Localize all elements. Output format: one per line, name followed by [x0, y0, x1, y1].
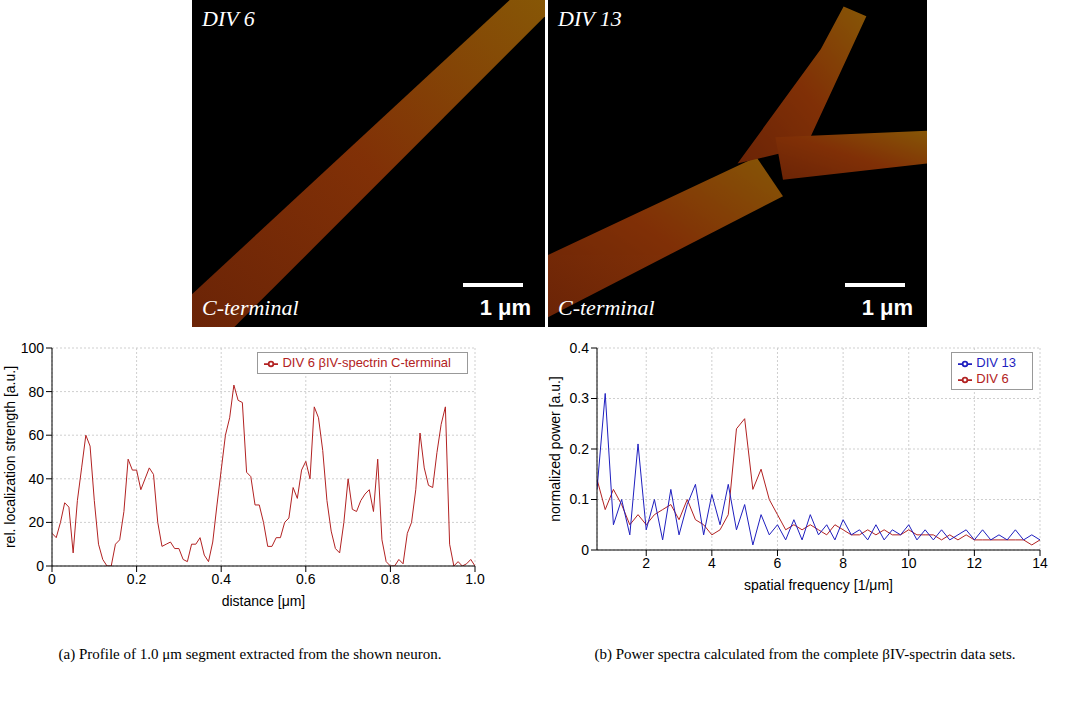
svg-text:rel. localization strength [a.: rel. localization strength [a.u.] — [2, 366, 18, 548]
html-text:DIV 13: DIV 13 — [976, 355, 1016, 370]
html-text:(b) Power spectra calculated f: (b) Power spectra calculated from the co… — [594, 646, 1016, 662]
svg-text:0: 0 — [581, 542, 589, 558]
svg-text:0.2: 0.2 — [570, 441, 590, 457]
svg-text:20: 20 — [28, 514, 44, 530]
svg-text:normalized power [a.u.]: normalized power [a.u.] — [547, 376, 563, 522]
svg-text:4: 4 — [708, 555, 716, 571]
svg-text:6: 6 — [774, 555, 782, 571]
svg-text:1.0: 1.0 — [465, 571, 485, 587]
html-text:1 μm: 1 μm — [479, 295, 531, 320]
svg-text:0.3: 0.3 — [570, 390, 590, 406]
svg-text:14: 14 — [1032, 555, 1048, 571]
svg-text:0.2: 0.2 — [127, 571, 147, 587]
html-text:DIV 13: DIV 13 — [558, 6, 622, 31]
svg-text:0.1: 0.1 — [570, 491, 590, 507]
svg-text:distance [μm]: distance [μm] — [222, 593, 306, 609]
svg-text:0.4: 0.4 — [570, 340, 590, 356]
html-text:1 μm: 1 μm — [861, 295, 913, 320]
svg-text:100: 100 — [21, 340, 45, 356]
html-text:(a) Profile of 1.0 μm segment: (a) Profile of 1.0 μm segment extracted … — [58, 646, 442, 662]
svg-text:40: 40 — [28, 471, 44, 487]
svg-text:0: 0 — [36, 558, 44, 574]
html-text:C-terminal: C-terminal — [202, 295, 299, 320]
html-text:DIV 6: DIV 6 — [976, 371, 1009, 386]
svg-text:8: 8 — [839, 555, 847, 571]
svg-text:0: 0 — [48, 571, 56, 587]
html-text:DIV 6 βIV-spectrin C-terminal: DIV 6 βIV-spectrin C-terminal — [282, 355, 451, 370]
svg-text:0.4: 0.4 — [211, 571, 231, 587]
svg-text:80: 80 — [28, 384, 44, 400]
html-text:DIV 6: DIV 6 — [202, 6, 255, 31]
svg-text:10: 10 — [901, 555, 917, 571]
svg-text:12: 12 — [967, 555, 983, 571]
svg-text:0.6: 0.6 — [296, 571, 316, 587]
svg-text:60: 60 — [28, 427, 44, 443]
svg-text:spatial frequency [1/μm]: spatial frequency [1/μm] — [744, 577, 893, 593]
svg-text:2: 2 — [642, 555, 650, 571]
html-text:C-terminal: C-terminal — [558, 295, 655, 320]
svg-text:0.8: 0.8 — [381, 571, 401, 587]
